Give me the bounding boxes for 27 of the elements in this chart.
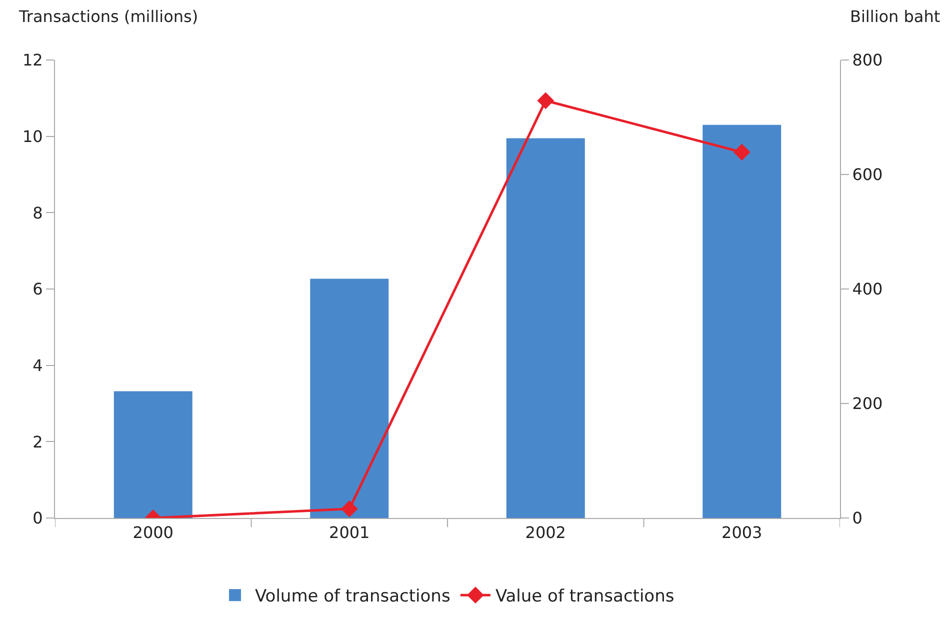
point [537,92,554,110]
bar [506,138,585,518]
y-tick-label: 0 [32,508,43,528]
x-tick-label: 2002 [525,523,566,542]
y2-tick-label: 200 [852,394,883,414]
bar [310,278,389,518]
x-tick-label: 2001 [329,523,370,542]
y2-tick-label: 0 [852,508,862,528]
y-tick-label: 8 [32,203,43,222]
y-tick-label: 6 [32,280,43,299]
y-axis-title: Transactions (millions) [18,7,198,26]
y2-tick-label: 600 [852,165,883,184]
legend-label: Volume of transactions [255,586,450,607]
point [340,500,358,518]
y2-tick-label: 400 [852,280,883,299]
y-tick-label: 10 [22,126,43,146]
point [733,144,750,161]
y2-axis-title: Billion baht [850,7,940,26]
bar [114,391,192,518]
x-tick-label: 2003 [722,523,762,542]
bar [702,124,782,518]
y-tick-label: 2 [32,432,43,452]
y2-tick-label: 800 [852,50,883,70]
legend-label: Value of transactions [495,586,674,607]
x-tick-label: 2000 [132,523,174,542]
y-tick-label: 12 [22,50,43,70]
y-tick-label: 4 [32,356,43,375]
